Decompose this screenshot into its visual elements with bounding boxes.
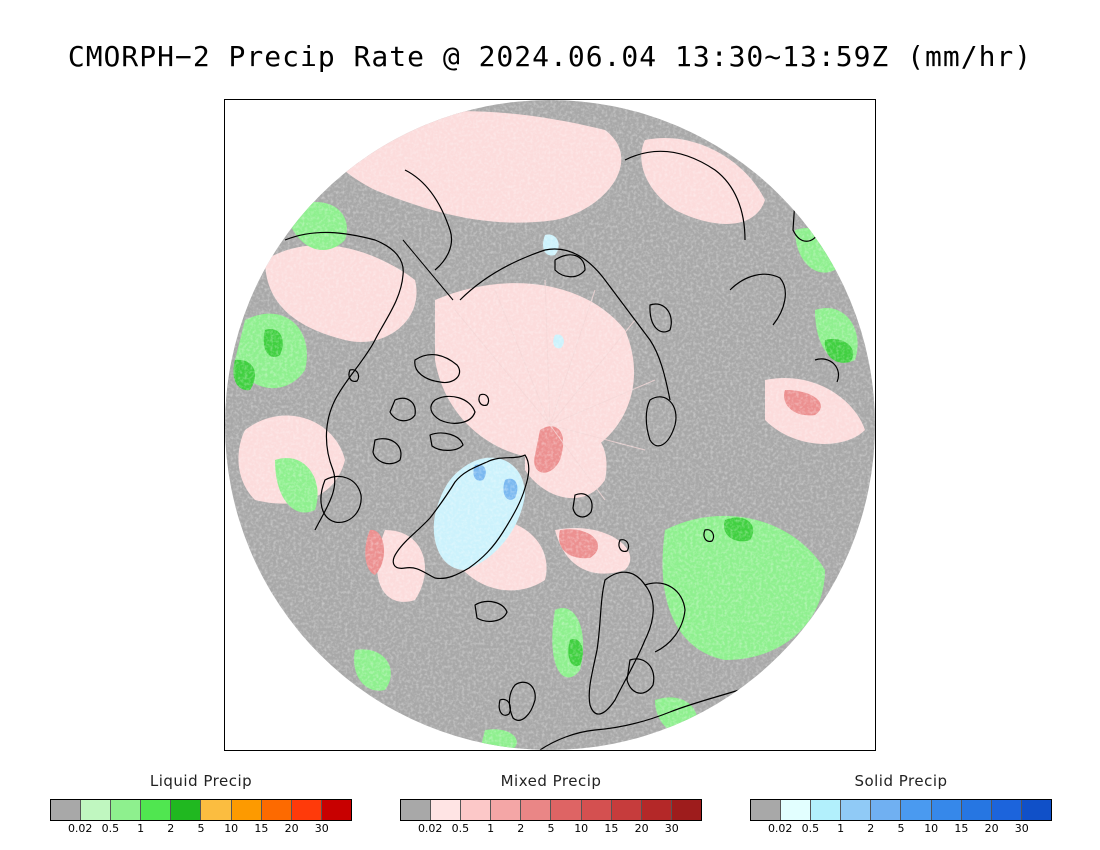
legend-tick-label: 30: [1014, 822, 1029, 835]
legend-tick-label: 20: [984, 822, 999, 835]
legend-tick-label: 2: [517, 822, 525, 835]
legend-mixed-title: Mixed Precip: [500, 772, 602, 790]
legend-solid-precip: Solid Precip 0.02 0.5 1 2 5 10 15 20 30: [750, 770, 1052, 835]
legend-liquid-colorbar: [50, 799, 352, 821]
legend-tick-label: 10: [574, 822, 589, 835]
legend-swatch: [141, 800, 172, 820]
legend-swatch: [171, 800, 202, 820]
legend-tick-label: 5: [897, 822, 905, 835]
legend-liquid-title: Liquid Precip: [149, 772, 253, 790]
legend-tick-label: 15: [254, 822, 269, 835]
legend-mixed-ticks: 0.02 0.5 1 2 5 10 15 20 30: [400, 821, 702, 835]
legend-swatch: [871, 800, 902, 820]
legend-swatch: [811, 800, 842, 820]
legend-swatch: [231, 800, 262, 820]
legend-swatch: [671, 800, 701, 820]
legend-swatch: [321, 800, 351, 820]
map-title: CMORPH−2 Precip Rate @ 2024.06.04 13:30~…: [67, 40, 1033, 73]
legend-swatch: [991, 800, 1022, 820]
legend-tick-label: 1: [487, 822, 495, 835]
legend-solid-colorbar: [750, 799, 1052, 821]
legend-swatch: [291, 800, 322, 820]
legend-tick-label: 0.5: [801, 822, 820, 835]
legend-tick-label: 2: [867, 822, 875, 835]
legend-tick-label: 0.02: [417, 822, 443, 835]
legend-swatch: [401, 800, 432, 820]
legend-swatch: [461, 800, 492, 820]
legend-tick-label: 1: [137, 822, 145, 835]
legend-tick-label: 30: [314, 822, 329, 835]
legend-tick-label: 0.02: [67, 822, 93, 835]
precip-layer: [225, 100, 875, 750]
legend-tick-label: 15: [604, 822, 619, 835]
legend-swatch: [581, 800, 612, 820]
legend-tick-label: 0.5: [451, 822, 470, 835]
legend-swatch: [931, 800, 962, 820]
legend-tick-label: 0.5: [101, 822, 120, 835]
legend-tick-label: 5: [547, 822, 555, 835]
legend-tick-label: 5: [197, 822, 205, 835]
legend-mixed-colorbar: [400, 799, 702, 821]
legend-swatch: [201, 800, 232, 820]
legend-swatch: [901, 800, 932, 820]
legend-swatch: [1021, 800, 1051, 820]
legend-solid-ticks: 0.02 0.5 1 2 5 10 15 20 30: [750, 821, 1052, 835]
legend-tick-label: 10: [224, 822, 239, 835]
legend-swatch: [751, 800, 782, 820]
legend-tick-label: 30: [664, 822, 679, 835]
legend-swatch: [611, 800, 642, 820]
legend-swatch: [491, 800, 522, 820]
legend-mixed-precip: Mixed Precip 0.02 0.5 1 2 5 10 15 20 30: [400, 770, 702, 835]
legend-swatch: [961, 800, 992, 820]
legend-swatch: [641, 800, 672, 820]
legend-tick-label: 1: [837, 822, 845, 835]
legend-swatch: [431, 800, 462, 820]
legend-tick-label: 15: [954, 822, 969, 835]
legend-tick-label: 20: [284, 822, 299, 835]
legend-tick-label: 0.02: [767, 822, 793, 835]
legend-liquid-precip: Liquid Precip 0.02 0.5 1 2 5 10 15 20 30: [50, 770, 352, 835]
legend-swatch: [551, 800, 582, 820]
legend-solid-title: Solid Precip: [854, 772, 948, 790]
coastlines: [284, 150, 839, 750]
legend-swatch: [841, 800, 872, 820]
legend-liquid-ticks: 0.02 0.5 1 2 5 10 15 20 30: [50, 821, 352, 835]
legend-tick-label: 10: [924, 822, 939, 835]
polar-precip-map: [225, 100, 875, 750]
legend-swatch: [51, 800, 82, 820]
legend-swatch: [781, 800, 812, 820]
legend-swatch: [261, 800, 292, 820]
legend-swatch: [81, 800, 112, 820]
legend-tick-label: 2: [167, 822, 175, 835]
legend-tick-label: 20: [634, 822, 649, 835]
legend-swatch: [521, 800, 552, 820]
polar-map-frame: [224, 99, 876, 751]
border-line: [402, 239, 454, 301]
legend-swatch: [111, 800, 142, 820]
